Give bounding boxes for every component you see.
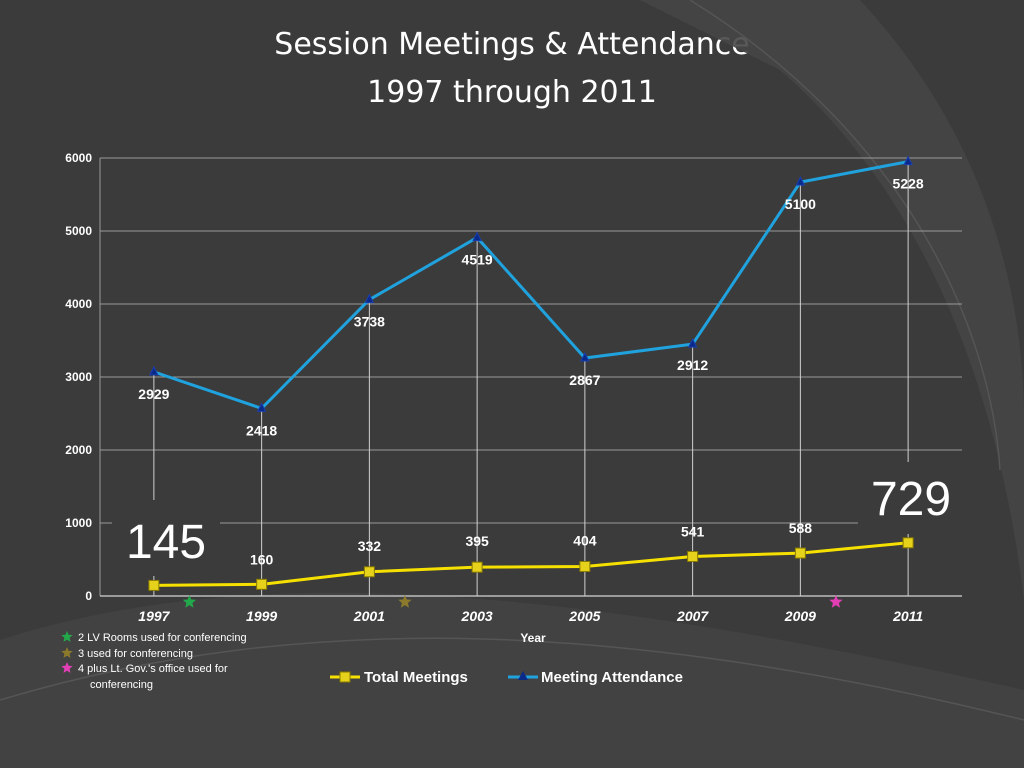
data-label-meetings: 395 [465, 533, 489, 549]
star-icon [398, 595, 412, 608]
data-point-meetings [902, 537, 914, 549]
x-tick-label: 2009 [784, 608, 816, 624]
footnote-star-icon [61, 662, 73, 673]
decor-swoosh-right [640, 0, 1024, 600]
footnote-text: 3 used for conferencing [78, 648, 193, 660]
grid-lines [99, 157, 962, 597]
data-point-meetings [256, 578, 268, 590]
data-label-attendance: 5228 [893, 176, 924, 192]
callout-box [112, 500, 220, 576]
y-tick-label: 0 [85, 589, 92, 603]
x-tick-label: 2003 [461, 608, 493, 624]
data-point-attendance [364, 293, 375, 304]
series-line-total-meetings [153, 541, 909, 587]
data-point-attendance [256, 402, 267, 412]
y-tick-label: 3000 [65, 370, 92, 384]
data-point-meetings [794, 547, 806, 559]
footnote-text: 4 plus Lt. Gov.'s office used for [78, 663, 228, 675]
x-tick-label: 2005 [568, 608, 600, 624]
x-tick-label: 1999 [246, 608, 277, 624]
chart-title: Session Meetings & Attendance [274, 27, 750, 62]
y-tick-label: 6000 [65, 151, 92, 165]
data-label-attendance: 2418 [246, 422, 277, 438]
x-axis-label: Year [520, 631, 546, 645]
data-label-attendance: 2929 [138, 386, 169, 402]
data-label-attendance: 2867 [569, 372, 600, 388]
data-label-attendance: 2912 [677, 357, 708, 373]
decor-arc [689, 0, 1001, 471]
footnotes: 2 LV Rooms used for conferencing 3 used f… [61, 631, 247, 691]
data-label-meetings: 160 [250, 551, 274, 567]
footnote-star-icon [61, 631, 73, 642]
data-point-meetings [579, 561, 591, 573]
y-tick-label: 1000 [65, 516, 92, 530]
data-point-meetings [471, 561, 483, 573]
data-labels: 2929 2418 3738 4519 2867 2912 5100 5228 145 160 33… [112, 176, 966, 576]
y-tick-label: 2000 [65, 443, 92, 457]
data-point-attendance [472, 231, 482, 242]
star-markers [182, 595, 843, 608]
series-group [148, 155, 914, 591]
series-line-meeting-attendance [153, 160, 909, 411]
legend-marker-square-icon [339, 671, 351, 683]
footnote-text: conferencing [90, 679, 153, 691]
callout-box [858, 462, 966, 534]
star-icon [829, 595, 843, 608]
x-tick-label: 2011 [892, 608, 923, 624]
y-axis-ticks: 0 1000 2000 3000 4000 5000 6000 [65, 151, 92, 603]
x-tick-label: 2007 [676, 608, 709, 624]
data-label-meetings: 404 [573, 533, 597, 549]
y-tick-label: 5000 [65, 224, 92, 238]
x-axis-ticks: 1997 1999 2001 2003 2005 2007 2009 2011 [138, 608, 923, 624]
x-tick-label: 2001 [353, 608, 385, 624]
data-point-attendance [580, 351, 590, 362]
legend-label-meeting-attendance: Meeting Attendance [541, 669, 683, 686]
data-label-meetings: 332 [358, 538, 382, 554]
data-point-attendance [795, 175, 806, 186]
legend: Total Meetings Meeting Attendance [330, 669, 683, 686]
x-tick-label: 1997 [138, 608, 170, 624]
footnote-star-icon [61, 647, 73, 658]
legend-marker-triangle-icon [518, 671, 528, 680]
callout-meetings-first: 145 [126, 516, 206, 569]
star-icon [182, 595, 197, 608]
y-tick-label: 4000 [65, 297, 92, 311]
data-point-meetings [363, 566, 375, 578]
footnote-text: 2 LV Rooms used for conferencing [78, 632, 247, 644]
data-label-meetings: 541 [681, 524, 705, 540]
legend-label-total-meetings: Total Meetings [364, 669, 468, 686]
chart-subtitle: 1997 through 2011 [367, 75, 657, 110]
data-label-attendance: 4519 [462, 252, 493, 268]
data-label-attendance: 3738 [354, 314, 385, 330]
data-point-meetings [687, 551, 699, 563]
data-point-attendance [149, 365, 159, 376]
data-point-attendance [903, 155, 913, 166]
data-point-attendance [687, 338, 698, 348]
callout-meetings-last: 729 [871, 473, 951, 526]
data-point-meetings [148, 579, 160, 591]
data-label-meetings: 588 [789, 520, 813, 536]
decor-arc [0, 637, 1024, 721]
decor-swoosh-bottom [0, 592, 1024, 768]
data-label-attendance: 5100 [785, 196, 816, 212]
